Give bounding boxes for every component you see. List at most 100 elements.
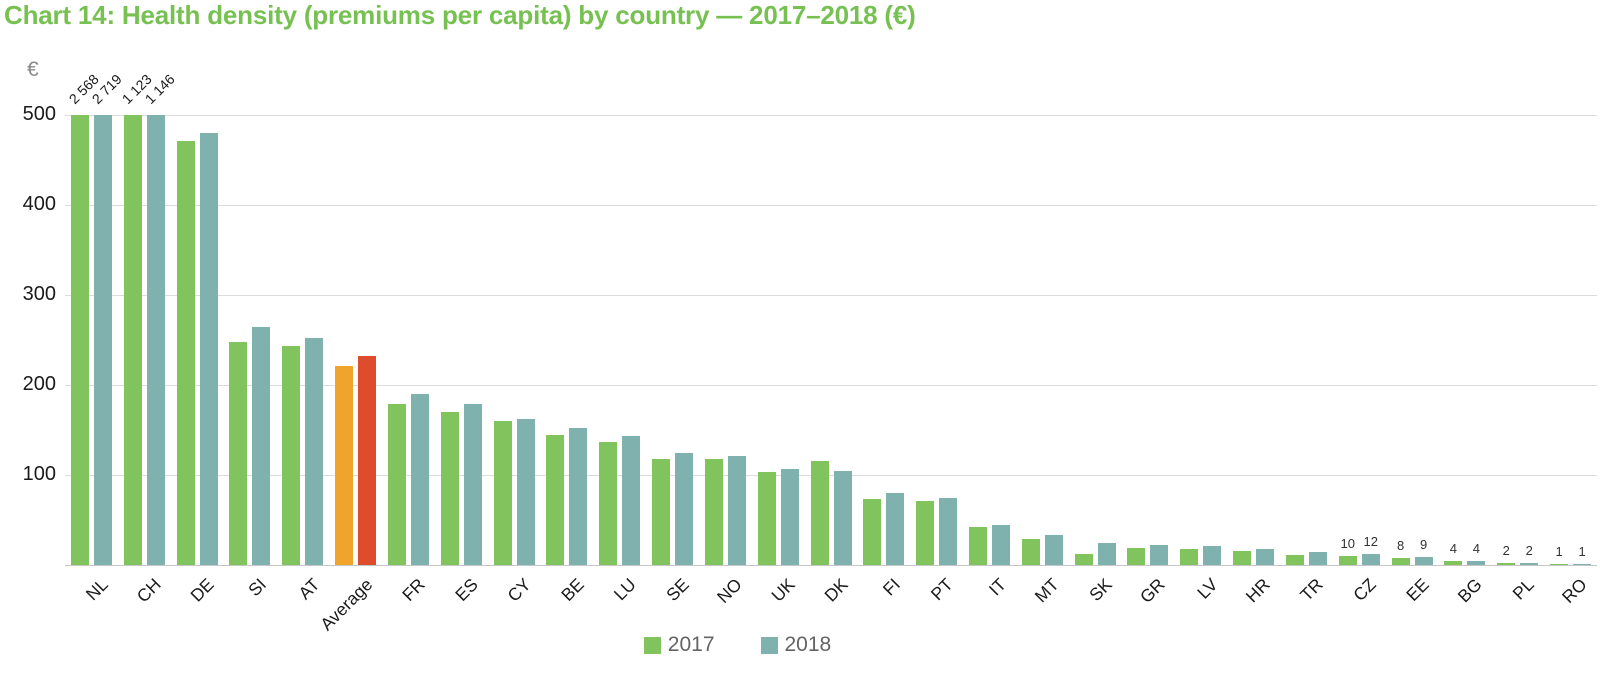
gridline-500 <box>65 115 1597 116</box>
x-label-FI: FI <box>879 574 905 600</box>
value-label-BG-2018: 4 <box>1472 541 1481 557</box>
bar-UK-2017 <box>757 472 776 565</box>
bar-SK-2017 <box>1074 554 1093 565</box>
legend-item-2018: 2018 <box>760 633 832 657</box>
legend-label-2018: 2018 <box>784 633 832 656</box>
x-label-LV: LV <box>1192 574 1222 603</box>
bar-SK-2018 <box>1097 543 1116 565</box>
bar-BE-2018 <box>569 428 588 565</box>
bar-CY-2017 <box>493 421 512 565</box>
bar-CZ-2017 <box>1338 556 1357 565</box>
x-label-EE: EE <box>1401 574 1433 605</box>
y-tick-label-300: 300 <box>22 283 56 305</box>
plot-area: 2 568 2 719 NL 1 123 1 146 CH DE SI AT Average FR E… <box>65 71 1597 634</box>
y-tick-label-500: 500 <box>22 103 56 125</box>
bar-PT-2018 <box>939 497 958 565</box>
bar-NO-2017 <box>704 458 723 565</box>
bar-NL-2018 <box>93 115 112 565</box>
x-label-FR: FR <box>398 574 429 605</box>
y-tick-label-400: 400 <box>22 193 56 215</box>
x-label-LU: LU <box>610 574 641 605</box>
bar-CZ-2018 <box>1361 554 1380 565</box>
y-tick-label-100: 100 <box>22 463 56 485</box>
bar-AT-2018 <box>305 338 324 565</box>
bar-HR-2018 <box>1256 548 1275 565</box>
bar-LU-2018 <box>622 436 641 565</box>
value-label-EE-2017: 8 <box>1396 537 1405 553</box>
value-label-BG-2017: 4 <box>1449 541 1458 557</box>
y-tick-label-200: 200 <box>22 373 56 395</box>
bar-SE-2017 <box>652 458 671 565</box>
bar-LV-2017 <box>1180 548 1199 565</box>
x-label-AT: AT <box>294 574 324 604</box>
bar-GR-2018 <box>1150 545 1169 565</box>
bar-Average-2018 <box>358 356 377 565</box>
x-label-BE: BE <box>556 574 588 605</box>
bar-CH-2018 <box>146 115 165 565</box>
bar-MT-2018 <box>1044 535 1063 565</box>
bar-TR-2018 <box>1308 552 1327 565</box>
bar-DK-2018 <box>833 471 852 565</box>
bar-BE-2017 <box>546 434 565 565</box>
bar-NO-2018 <box>727 456 746 565</box>
legend-label-2017: 2017 <box>667 633 715 656</box>
value-label-RO-2017: 1 <box>1555 544 1563 560</box>
bar-CH-2017 <box>123 115 142 565</box>
bar-FR-2017 <box>387 403 406 565</box>
x-label-SI: SI <box>244 574 271 601</box>
x-label-Average: Average <box>315 574 376 635</box>
x-label-GR: GR <box>1135 574 1169 607</box>
bar-NL-2017 <box>70 115 89 565</box>
x-label-CY: CY <box>503 574 535 606</box>
gridline-200 <box>65 385 1597 386</box>
x-label-UK: UK <box>767 574 799 606</box>
bar-TR-2017 <box>1285 555 1304 565</box>
bar-ES-2018 <box>463 403 482 565</box>
value-label-PL-2017: 2 <box>1502 543 1510 559</box>
x-label-PT: PT <box>927 574 958 605</box>
value-label-PL-2018: 2 <box>1525 543 1533 559</box>
x-label-NO: NO <box>713 574 746 607</box>
bar-BG-2018 <box>1467 561 1486 565</box>
x-label-SK: SK <box>1084 574 1116 605</box>
bar-PL-2017 <box>1497 563 1516 565</box>
gridline-300 <box>65 295 1597 296</box>
bar-UK-2018 <box>780 468 799 565</box>
legend: 2017 2018 <box>0 633 1475 657</box>
bar-ES-2017 <box>440 412 459 565</box>
bar-FI-2018 <box>886 493 905 565</box>
bar-SI-2018 <box>252 327 271 565</box>
bar-FI-2017 <box>863 499 882 565</box>
bar-DE-2018 <box>199 133 218 565</box>
bar-LU-2017 <box>599 441 618 565</box>
bar-CY-2018 <box>516 419 535 565</box>
bar-IT-2017 <box>968 527 987 565</box>
bar-DK-2017 <box>810 460 829 565</box>
x-label-DE: DE <box>186 574 218 606</box>
bar-EE-2017 <box>1391 557 1410 565</box>
legend-swatch-2017 <box>643 636 661 654</box>
bar-RO-2017 <box>1550 564 1569 565</box>
x-label-SE: SE <box>662 574 693 605</box>
value-label-EE-2018: 9 <box>1419 536 1428 552</box>
bar-Average-2017 <box>335 366 354 565</box>
bar-SE-2018 <box>675 453 694 565</box>
legend-item-2017: 2017 <box>643 633 715 657</box>
bar-AT-2017 <box>282 346 301 565</box>
x-label-ES: ES <box>450 574 482 605</box>
bar-PT-2017 <box>916 501 935 565</box>
x-label-IT: IT <box>984 574 1010 600</box>
chart-title: Chart 14: Health density (premiums per c… <box>4 0 916 30</box>
bar-LV-2018 <box>1203 546 1222 565</box>
bar-GR-2017 <box>1127 547 1146 565</box>
bar-FR-2018 <box>410 394 429 565</box>
x-label-HR: HR <box>1242 574 1275 607</box>
bar-MT-2017 <box>1021 538 1040 565</box>
x-label-TR: TR <box>1296 574 1327 605</box>
legend-swatch-2018 <box>760 636 778 654</box>
x-label-NL: NL <box>81 574 112 605</box>
bar-HR-2017 <box>1233 550 1252 565</box>
x-label-CH: CH <box>132 574 165 607</box>
bar-PL-2018 <box>1520 563 1539 565</box>
